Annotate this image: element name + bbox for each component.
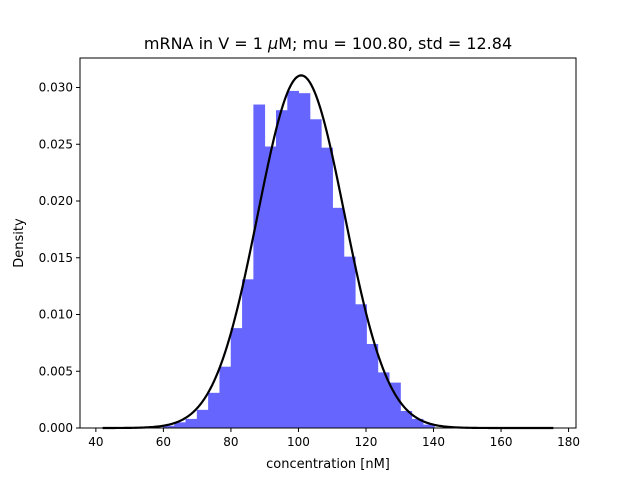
chart-title-prefix: mRNA in V = 1	[144, 34, 268, 53]
histogram-bar	[321, 147, 333, 428]
histogram-bar	[242, 279, 254, 428]
histogram-bar	[162, 425, 175, 428]
x-tick-label: 120	[355, 435, 378, 449]
histogram-bar	[287, 90, 300, 428]
y-tick-label: 0.030	[39, 81, 73, 95]
y-tick-label: 0.005	[39, 364, 73, 378]
histogram-bar	[174, 422, 186, 428]
x-axis-label: concentration [nM]	[266, 457, 390, 472]
histogram-bar	[196, 409, 209, 428]
chart-title: mRNA in V = 1 μM; mu = 100.80, std = 12.…	[144, 34, 512, 53]
histogram-bar	[208, 392, 220, 428]
y-tick-label: 0.025	[39, 137, 73, 151]
chart-title-mu-symbol: μ	[267, 34, 278, 53]
histogram-bar	[423, 424, 435, 428]
histogram-bar	[377, 372, 390, 428]
histogram-bar	[366, 344, 379, 428]
histogram-bar	[400, 410, 413, 428]
y-tick-label: 0.015	[39, 251, 73, 265]
histogram-bar	[343, 256, 356, 428]
histogram-bar	[309, 119, 322, 428]
histogram-bar	[219, 366, 232, 428]
x-axis-ticks: 40 60 80 100 120 140 160 180	[88, 428, 580, 449]
histogram-bars	[162, 90, 435, 429]
x-tick-label: 60	[156, 435, 171, 449]
x-tick-label: 160	[490, 435, 513, 449]
histogram-bar	[298, 93, 311, 429]
histogram-bar	[389, 382, 401, 428]
histogram-bar	[264, 146, 277, 428]
y-axis-ticks: 0.000 0.005 0.010 0.015 0.020 0.025 0.030	[39, 81, 80, 435]
plot-frame	[79, 57, 577, 429]
x-tick-label: 80	[223, 435, 238, 449]
histogram-bar	[355, 304, 367, 428]
histogram-bar	[332, 207, 345, 428]
histogram-bar	[230, 328, 243, 428]
histogram-bar	[185, 418, 198, 428]
x-tick-label: 100	[287, 435, 310, 449]
histogram-bar	[276, 110, 288, 429]
x-tick-label: 140	[422, 435, 445, 449]
y-tick-label: 0.000	[39, 421, 73, 435]
y-axis-label: Density	[12, 218, 27, 268]
y-tick-label: 0.020	[39, 194, 73, 208]
chart-title-suffix: M; mu = 100.80, std = 12.84	[278, 34, 512, 53]
y-tick-label: 0.010	[39, 308, 73, 322]
histogram-bar	[253, 104, 266, 428]
x-tick-label: 40	[88, 435, 103, 449]
histogram-bar	[411, 418, 424, 428]
x-tick-label: 180	[557, 435, 580, 449]
